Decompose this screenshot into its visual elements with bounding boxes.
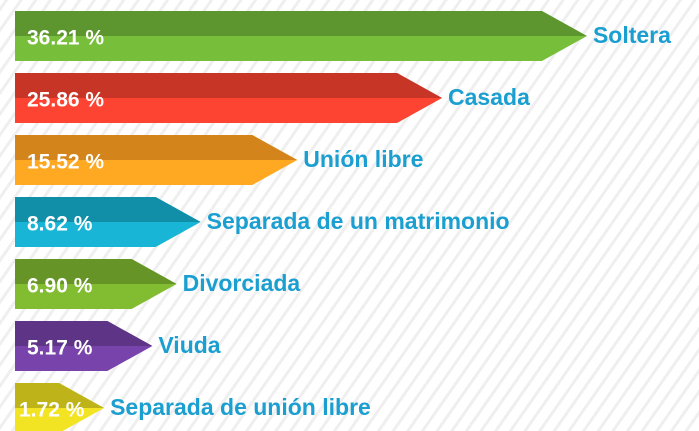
value-label: 36.21 % bbox=[27, 27, 104, 50]
category-label: Viuda bbox=[158, 332, 220, 358]
category-label: Soltera bbox=[593, 22, 671, 48]
category-label: Casada bbox=[448, 84, 530, 110]
value-label: 1.72 % bbox=[19, 399, 85, 422]
value-label: 6.90 % bbox=[27, 275, 93, 298]
value-label: 5.17 % bbox=[27, 337, 93, 360]
value-label: 15.52 % bbox=[27, 151, 104, 174]
bar-shade bbox=[15, 73, 443, 98]
category-label: Unión libre bbox=[303, 146, 423, 172]
category-label: Divorciada bbox=[183, 270, 301, 296]
category-label: Separada de unión libre bbox=[110, 394, 371, 420]
bar-shade bbox=[15, 11, 587, 36]
value-label: 8.62 % bbox=[27, 213, 93, 236]
bar-shade bbox=[15, 383, 105, 408]
bar-shade bbox=[15, 135, 298, 160]
bar-shade bbox=[15, 197, 201, 222]
bar-shade bbox=[15, 259, 177, 284]
bar-shade bbox=[15, 321, 153, 346]
value-label: 25.86 % bbox=[27, 89, 104, 112]
category-label: Separada de un matrimonio bbox=[207, 208, 510, 234]
